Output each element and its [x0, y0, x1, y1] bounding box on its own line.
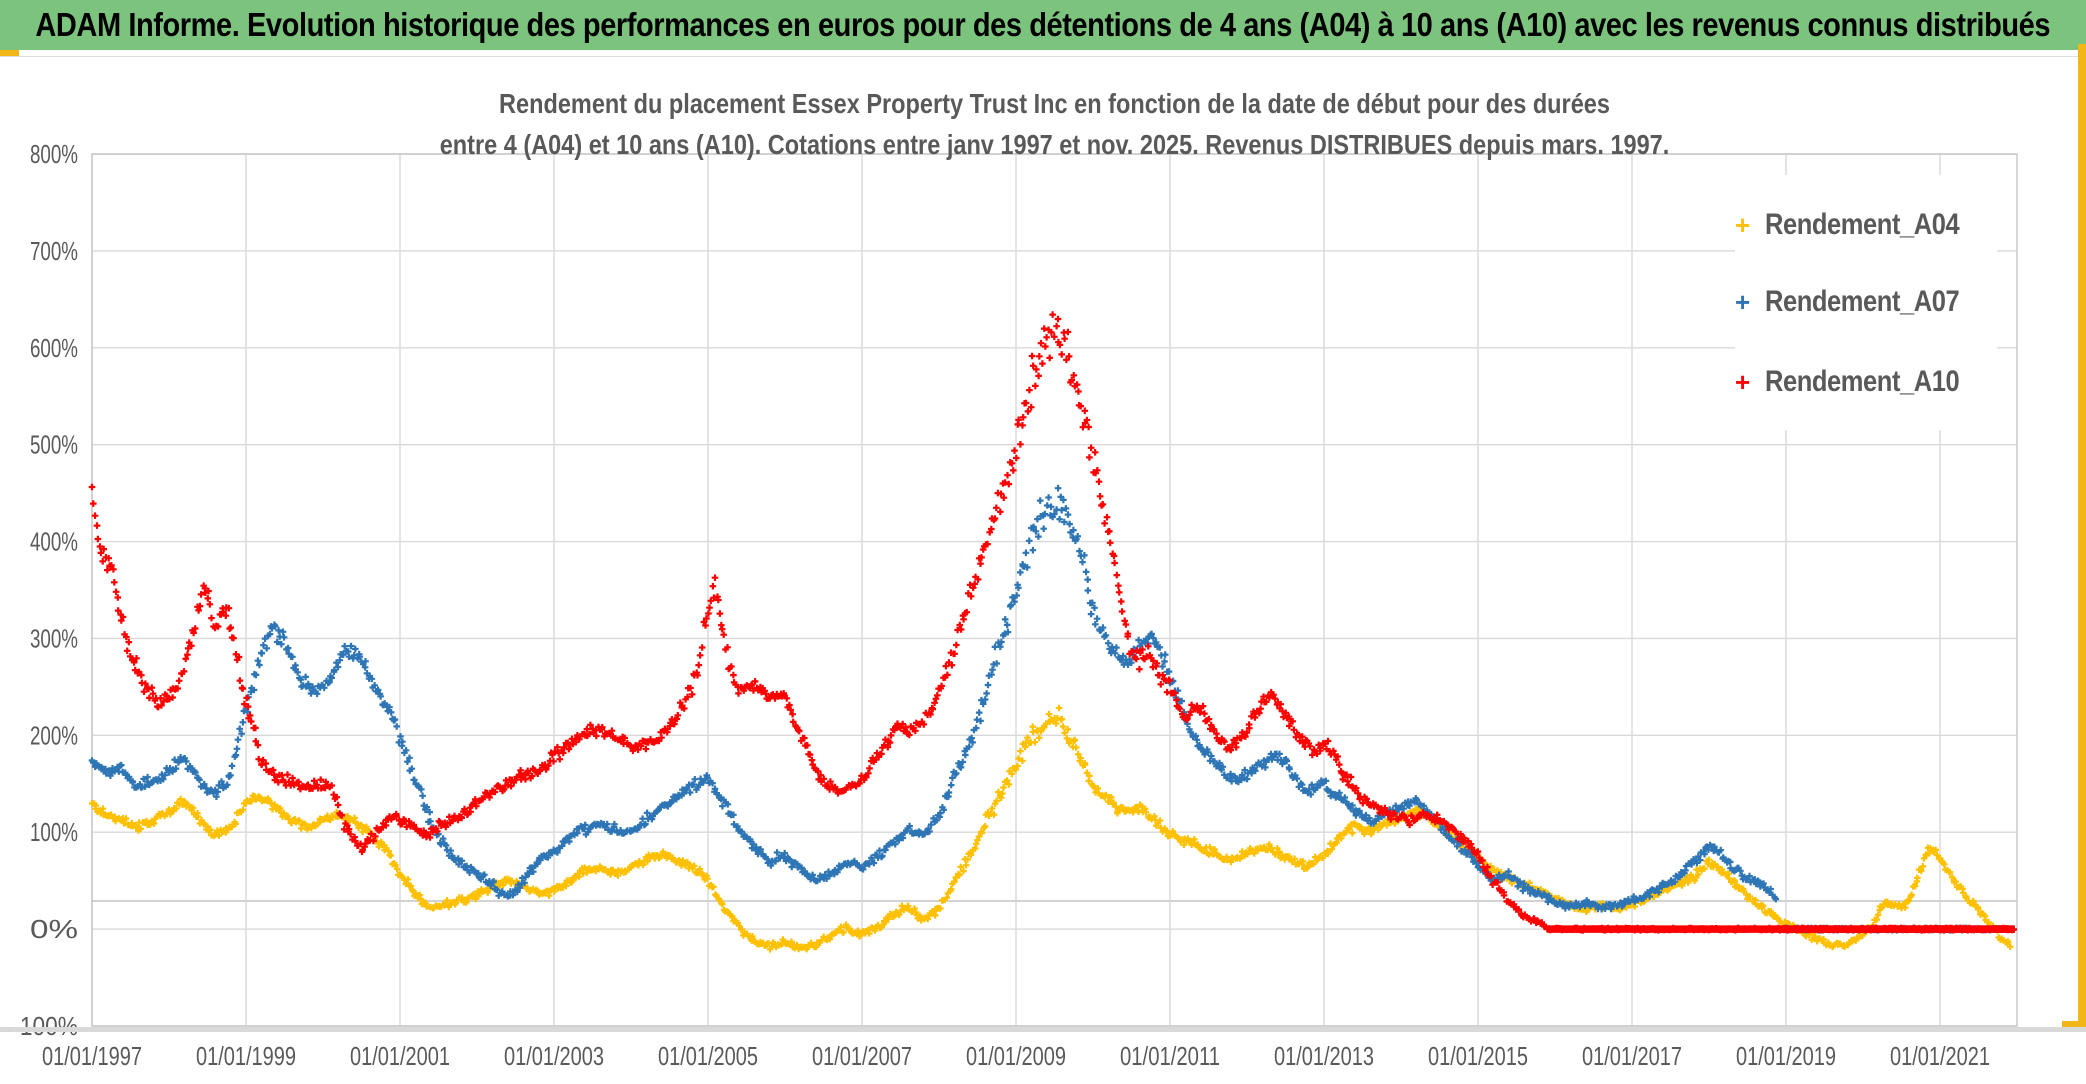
- series-rendement_a10: [88, 311, 2017, 934]
- gridlines: [91, 153, 2017, 1027]
- y-tick-label: 300%: [30, 623, 78, 653]
- chart-area: 800% 700% 600% 500% 400% 300% 200% 100% 0% - 100%…: [0, 57, 2078, 1071]
- y-tick-label: 800%: [30, 139, 78, 169]
- y-axis-labels: 800% 700% 600% 500% 400% 300% 200% 100% 0% - 100%: [6, 139, 78, 1041]
- x-tick-label: 01/01/2001: [350, 1041, 450, 1071]
- x-tick-label: 01/01/2017: [1582, 1041, 1682, 1071]
- plus-marker-icon: +: [1735, 287, 1751, 317]
- header-title: ADAM Informe. Evolution historique des p…: [35, 6, 2051, 43]
- gold-border-right: [2078, 44, 2086, 1027]
- x-tick-label: 01/01/2011: [1120, 1041, 1220, 1071]
- y-tick-label: 400%: [30, 527, 78, 557]
- x-tick-label: 01/01/1999: [196, 1041, 296, 1071]
- x-tick-label: 01/01/2007: [812, 1041, 912, 1071]
- scatter-markers: [88, 311, 2017, 934]
- x-axis-labels: 01/01/1997 01/01/1999 01/01/2001 01/01/2003…: [42, 1041, 1990, 1071]
- plus-marker-icon: +: [1735, 210, 1751, 240]
- bottom-gray-strip: [0, 1027, 2086, 1032]
- scatter-markers: [88, 484, 2018, 934]
- plot-border: [91, 153, 2018, 1027]
- x-tick-label: 01/01/2003: [504, 1041, 604, 1071]
- y-tick-label: 200%: [30, 720, 78, 750]
- legend-item-rendement-a10[interactable]: + Rendement_A10: [1735, 362, 1997, 402]
- plus-marker-icon: +: [1735, 367, 1751, 397]
- legend-item-rendement-a04[interactable]: + Rendement_A04: [1735, 205, 1997, 245]
- legend-label: Rendement_A07: [1765, 285, 1960, 318]
- header-banner: ADAM Informe. Evolution historique des p…: [0, 0, 2086, 50]
- x-tick-label: 01/01/2021: [1890, 1041, 1990, 1071]
- gold-accent-tab: [0, 50, 19, 57]
- x-tick-label: 01/01/2013: [1274, 1041, 1374, 1071]
- y-tick-label: 0%: [30, 914, 78, 944]
- x-tick-label: 01/01/1997: [42, 1041, 142, 1071]
- x-tick-label: 01/01/2005: [658, 1041, 758, 1071]
- legend-label: Rendement_A04: [1765, 208, 1960, 241]
- y-tick-label: 100%: [30, 817, 78, 847]
- series-rendement_a07: [88, 484, 2018, 934]
- y-tick-label: - 100%: [6, 1011, 78, 1041]
- y-tick-label: 600%: [30, 333, 78, 363]
- legend: + Rendement_A04 + Rendement_A07 + Rendem…: [1735, 175, 1997, 430]
- x-tick-label: 01/01/2009: [966, 1041, 1066, 1071]
- divider-line: [0, 56, 2086, 57]
- gold-border-foot: [2062, 1021, 2078, 1027]
- x-tick-label: 01/01/2015: [1428, 1041, 1528, 1071]
- x-tick-label: 01/01/2019: [1736, 1041, 1836, 1071]
- legend-item-rendement-a07[interactable]: + Rendement_A07: [1735, 282, 1997, 322]
- y-tick-label: 500%: [30, 430, 78, 460]
- legend-label: Rendement_A10: [1765, 365, 1960, 398]
- y-tick-label: 700%: [30, 236, 78, 266]
